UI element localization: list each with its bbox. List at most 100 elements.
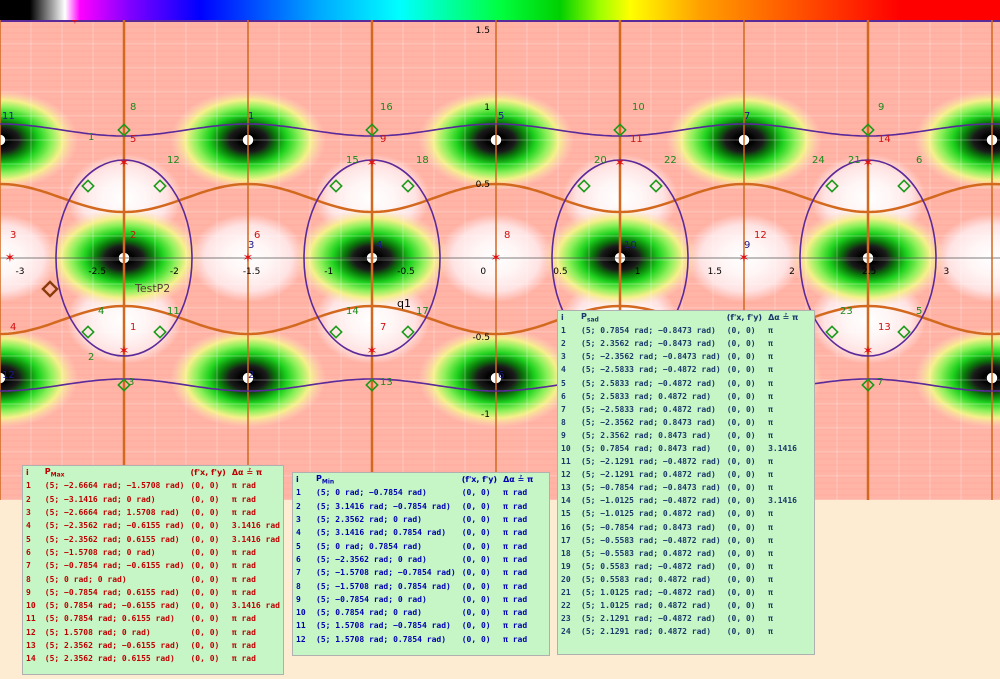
saddle-point-marker[interactable] bbox=[897, 325, 911, 339]
x-tick-label: -1 bbox=[324, 267, 333, 277]
purple-closed-curve bbox=[799, 159, 937, 357]
saddle-point-marker[interactable] bbox=[401, 325, 415, 339]
row-angle: π rad bbox=[503, 515, 528, 525]
saddle-point-marker[interactable] bbox=[649, 179, 663, 193]
row-angle: π rad bbox=[231, 574, 256, 584]
saddle-point-marker[interactable] bbox=[825, 325, 839, 339]
saddle-point-marker[interactable] bbox=[117, 378, 131, 392]
saddle-point-marker[interactable] bbox=[153, 179, 167, 193]
x-tick-label: 2.5 bbox=[862, 267, 876, 277]
table-row: 14 (5; −1.0125 rad; −0.4872 rad) (0, 0) 3.1… bbox=[558, 494, 801, 507]
table-row: 7 (5; −1.5708 rad; −0.7854 rad) (0, 0) π ra… bbox=[293, 566, 536, 579]
saddle-point-marker[interactable] bbox=[81, 325, 95, 339]
saddle-point-marker[interactable] bbox=[401, 179, 415, 193]
row-angle: π bbox=[768, 509, 773, 519]
row-point: (5; −2.3562 rad; 0.6155 rad) bbox=[44, 534, 180, 544]
row-index: 11 bbox=[561, 457, 571, 467]
row-gradient: (0, 0) bbox=[461, 608, 491, 618]
max-point-marker[interactable]: ✶ bbox=[119, 156, 130, 171]
row-index: 4 bbox=[561, 365, 566, 375]
orange-upper-curve bbox=[0, 182, 1000, 214]
row-angle: π bbox=[768, 378, 773, 388]
row-index: 2 bbox=[296, 501, 301, 511]
row-point: (5; −2.6664 rad; −1.5708 rad) bbox=[44, 481, 185, 491]
saddle-point-marker[interactable] bbox=[861, 123, 875, 137]
max-point-marker[interactable]: ✶ bbox=[367, 156, 378, 171]
saddle-point-label: 9 bbox=[878, 102, 884, 113]
saddle-point-marker[interactable] bbox=[613, 123, 627, 137]
row-point: (5; −0.7854 rad; −0.8473 rad) bbox=[581, 483, 721, 493]
row-point: (5; −0.7854 rad; 0.8473 rad) bbox=[581, 522, 716, 532]
row-angle: π bbox=[768, 483, 773, 493]
max-point-label: 6 bbox=[254, 230, 260, 241]
max-point-marker[interactable]: ✶ bbox=[5, 251, 16, 266]
max-point-marker[interactable]: ✶ bbox=[863, 156, 874, 171]
saddle-point-marker[interactable] bbox=[825, 179, 839, 193]
row-angle: π rad bbox=[231, 654, 256, 664]
row-point: (5; 0.7854 rad; 0.8473 rad) bbox=[581, 443, 712, 453]
max-point-marker[interactable]: ✶ bbox=[119, 344, 130, 359]
saddle-point-marker[interactable] bbox=[577, 179, 591, 193]
x-tick-label: -1.5 bbox=[243, 267, 261, 277]
saddle-point-marker[interactable] bbox=[365, 378, 379, 392]
row-gradient: (0, 0) bbox=[461, 554, 491, 564]
row-index: 6 bbox=[561, 391, 566, 401]
table-row: 11 (5; 0.7854 rad; 0.6155 rad) (0, 0) π rad bbox=[23, 612, 283, 625]
max-point-marker[interactable]: ✶ bbox=[367, 344, 378, 359]
row-gradient: (0, 0) bbox=[461, 488, 491, 498]
saddle-point-marker[interactable] bbox=[329, 179, 343, 193]
row-index: 8 bbox=[561, 417, 566, 427]
test-point-marker[interactable] bbox=[41, 280, 59, 298]
table-row: 2 (5; 2.3562 rad; −0.8473 rad) (0, 0) π bbox=[558, 337, 801, 350]
x-tick-label: -2.5 bbox=[88, 267, 106, 277]
row-index: 3 bbox=[561, 352, 566, 362]
saddle-point-marker[interactable] bbox=[81, 179, 95, 193]
row-gradient: (0, 0) bbox=[461, 501, 491, 511]
row-index: 8 bbox=[26, 574, 31, 584]
saddle-point-label: 4 bbox=[98, 306, 104, 317]
saddle-point-marker[interactable] bbox=[329, 325, 343, 339]
x-tick-label: 1 bbox=[635, 267, 641, 277]
min-point-marker[interactable] bbox=[0, 371, 7, 385]
row-index: 7 bbox=[26, 561, 31, 571]
row-gradient: (0, 0) bbox=[726, 522, 756, 532]
row-gradient: (0, 0) bbox=[726, 627, 756, 637]
table-row: 12 (5; 1.5708 rad; 0.7854 rad) (0, 0) π rad bbox=[293, 633, 536, 646]
max-point-marker[interactable]: ✶ bbox=[863, 344, 874, 359]
row-angle: π rad bbox=[503, 581, 528, 591]
saddle-point-marker[interactable] bbox=[117, 123, 131, 137]
row-gradient: (0, 0) bbox=[726, 339, 756, 349]
saddle-point-label: 15 bbox=[346, 155, 359, 166]
row-gradient: (0, 0) bbox=[190, 614, 220, 624]
max-point-marker[interactable]: ✶ bbox=[243, 251, 254, 266]
min-point-label: 9 bbox=[744, 240, 750, 251]
max-point-marker[interactable]: ✶ bbox=[615, 156, 626, 171]
row-index: 18 bbox=[561, 548, 571, 558]
saddle-point-marker[interactable] bbox=[861, 378, 875, 392]
saddle-point-marker[interactable] bbox=[153, 325, 167, 339]
table-row: 9 (5; −0.7854 rad; 0 rad) (0, 0) π rad bbox=[293, 593, 536, 606]
table-row: 9 (5; −0.7854 rad; 0.6155 rad) (0, 0) π rad bbox=[23, 586, 283, 599]
row-gradient: (0, 0) bbox=[726, 391, 756, 401]
max-point-marker[interactable]: ✶ bbox=[491, 251, 502, 266]
row-point: (5; 0 rad; 0 rad) bbox=[44, 574, 127, 584]
row-angle: π rad bbox=[231, 614, 256, 624]
table-row: 18 (5; −0.5583 rad; 0.4872 rad) (0, 0) π bbox=[558, 547, 801, 560]
col-header-da: Δα ≟ π bbox=[503, 475, 534, 485]
x-tick-label: -2 bbox=[170, 267, 179, 277]
max-point-marker[interactable]: ✶ bbox=[70, 20, 81, 28]
table-row: 2 (5; −3.1416 rad; 0 rad) (0, 0) π rad bbox=[23, 493, 283, 506]
row-angle: 3.1416 bbox=[768, 443, 797, 453]
min-points-table: i PMin (f'x, f'y) Δα ≟ π 1 (5; 0 rad; −0.… bbox=[292, 472, 550, 656]
row-angle: π bbox=[768, 548, 773, 558]
saddle-point-marker[interactable] bbox=[365, 123, 379, 137]
row-gradient: (0, 0) bbox=[726, 548, 756, 558]
min-point-label: 3 bbox=[248, 240, 254, 251]
max-points-table: i PMax (f'x, f'y) Δα ≟ π 1 (5; −2.6664 ra… bbox=[22, 465, 284, 675]
graph-view[interactable]: 1234567891011121314151617181920212223241… bbox=[0, 20, 1000, 500]
row-point: (5; −2.6664 rad; 1.5708 rad) bbox=[44, 508, 180, 518]
saddle-point-marker[interactable] bbox=[897, 179, 911, 193]
max-point-marker[interactable]: ✶ bbox=[739, 251, 750, 266]
orange-lower-curve bbox=[0, 304, 1000, 336]
saddle-point-label: 1 bbox=[88, 132, 94, 143]
